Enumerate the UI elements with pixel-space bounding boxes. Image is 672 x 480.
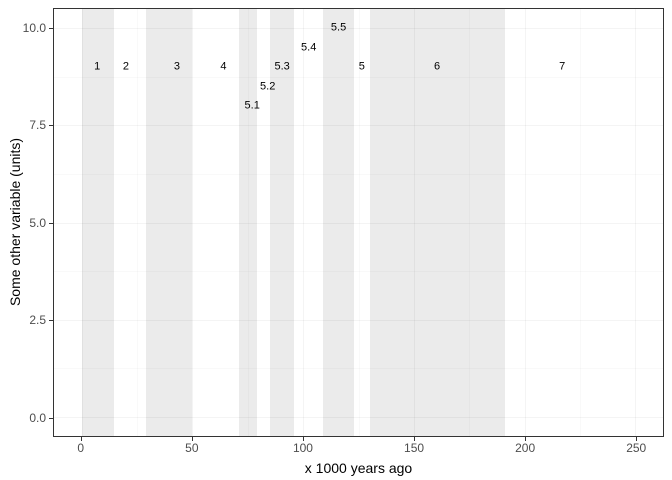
- stage-band-5.1: [238, 9, 257, 436]
- x-tick-label: 50: [185, 441, 199, 455]
- y-axis-title: Some other variable (units): [7, 137, 23, 307]
- stage-label-6: 6: [434, 60, 441, 73]
- stage-band-5.5: [323, 9, 355, 436]
- stage-band-3: [145, 9, 193, 436]
- y-tick-label: 0.0: [29, 410, 46, 425]
- y-tick-label: 7.5: [29, 118, 46, 132]
- x-tick-label: 250: [626, 441, 647, 455]
- stage-label-4: 4: [220, 60, 227, 73]
- y-tick-mark: [49, 125, 53, 126]
- x-tick-label: 100: [292, 441, 313, 455]
- x-tick-mark: [191, 437, 193, 441]
- major-gridline-x: [413, 9, 415, 436]
- stage-label-5: 5: [358, 60, 365, 73]
- x-tick-mark: [414, 437, 416, 441]
- stage-label-5.1: 5.1: [244, 99, 260, 112]
- y-tick-mark: [49, 417, 53, 419]
- y-tick-mark: [49, 222, 53, 224]
- stage-label-5.4: 5.4: [301, 41, 317, 54]
- major-gridline-y: [54, 416, 663, 418]
- x-tick-mark: [302, 437, 304, 441]
- y-tick-mark: [49, 27, 53, 29]
- y-tick-label: 10.0: [22, 20, 46, 35]
- stage-label-5.5: 5.5: [330, 21, 347, 34]
- x-axis-title: x 1000 years ago: [304, 460, 413, 476]
- major-gridline-x: [192, 9, 194, 436]
- x-tick-label: 0: [77, 441, 85, 455]
- x-tick-mark: [636, 437, 638, 441]
- stage-label-5.3: 5.3: [274, 60, 290, 73]
- x-tick-mark: [525, 437, 527, 441]
- major-gridline-x: [303, 9, 305, 436]
- major-gridline-y: [54, 28, 663, 30]
- stage-label-7: 7: [559, 60, 566, 73]
- stage-label-1: 1: [94, 60, 101, 73]
- major-gridline-y: [54, 125, 663, 127]
- y-tick-mark: [49, 320, 53, 321]
- major-gridline-x: [81, 9, 83, 436]
- stage-label-5.2: 5.2: [260, 80, 276, 93]
- stage-label-2: 2: [122, 60, 130, 73]
- stage-band-6: [369, 9, 505, 436]
- major-gridline-x: [524, 9, 526, 436]
- major-gridline-x: [635, 9, 637, 436]
- x-tick-mark: [80, 437, 82, 441]
- y-tick-label: 5.0: [29, 215, 46, 230]
- y-tick-label: 2.5: [29, 313, 46, 327]
- major-gridline-y: [54, 319, 663, 321]
- stage-band-1: [81, 9, 114, 436]
- x-tick-label: 200: [515, 441, 536, 455]
- plot-panel: 1 2 3 4 5.1 5.2 5.3 5.4 5.5 5 6 7: [53, 8, 664, 437]
- stage-label-3: 3: [173, 60, 180, 73]
- x-tick-label: 150: [404, 441, 425, 455]
- major-gridline-y: [54, 222, 663, 224]
- stage-band-5.3: [269, 9, 295, 436]
